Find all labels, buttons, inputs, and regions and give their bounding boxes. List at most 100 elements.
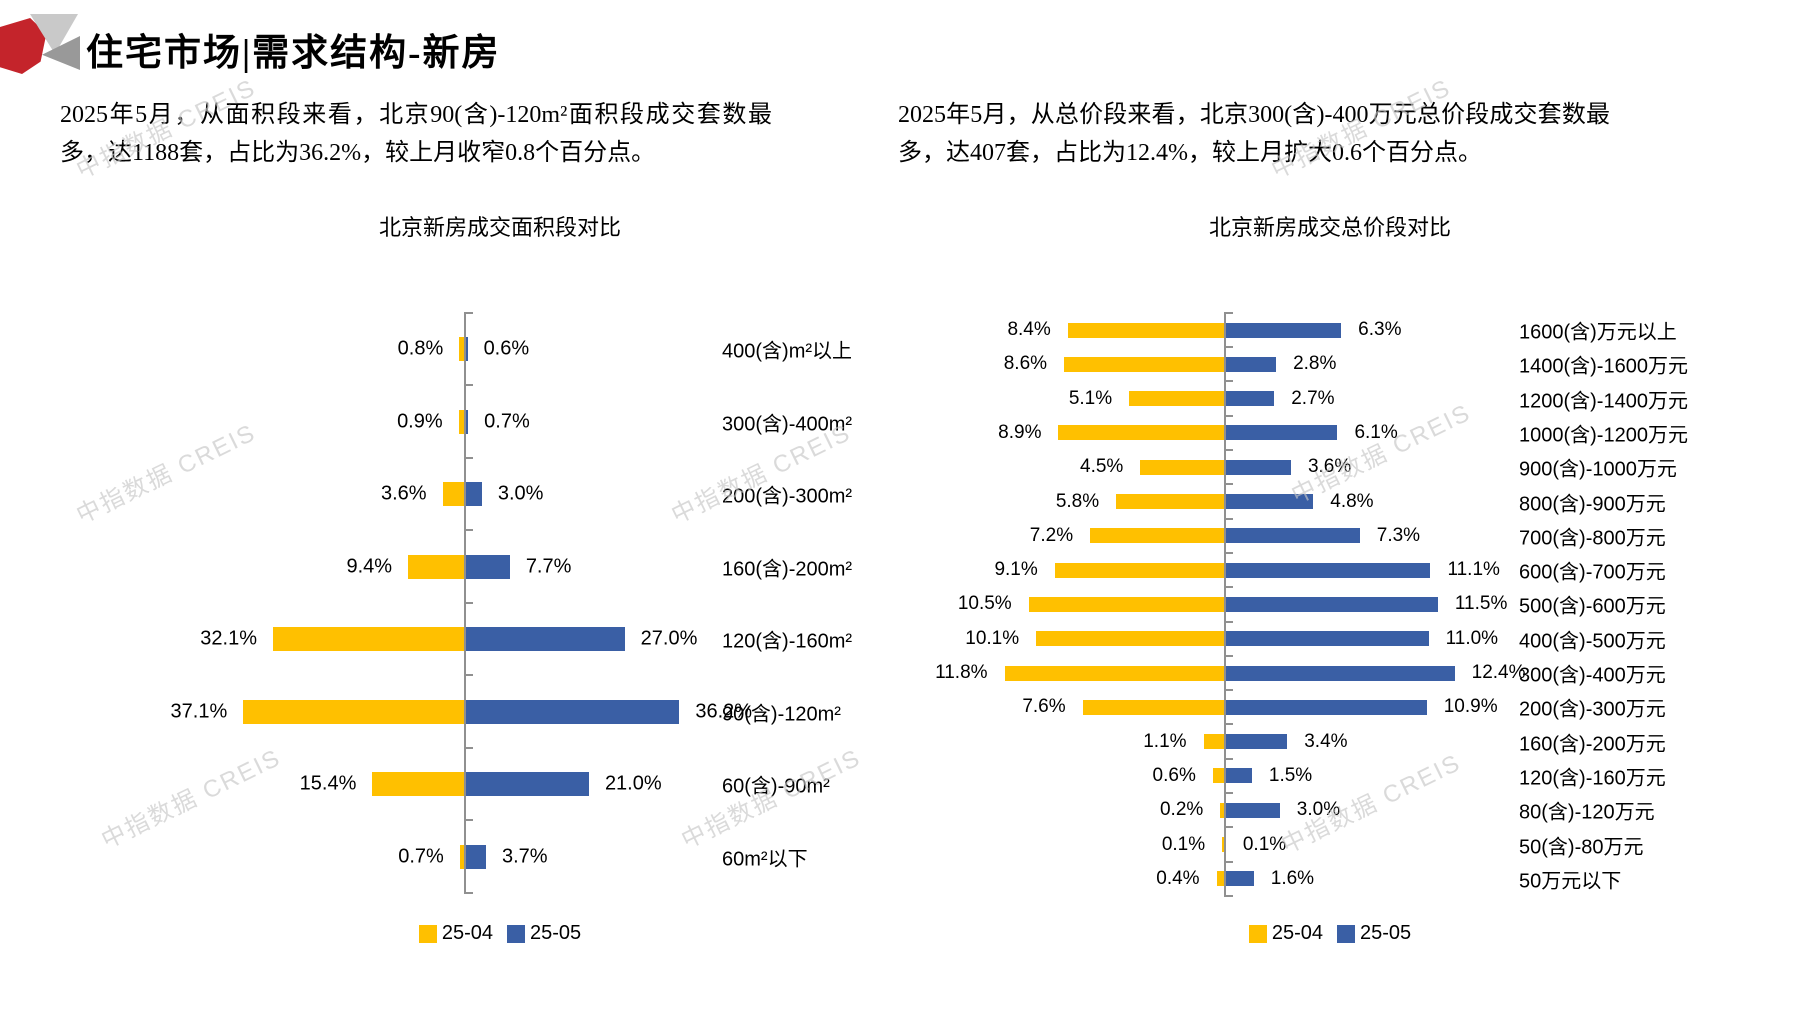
bar-25-04 bbox=[1090, 528, 1224, 544]
axis-tick bbox=[1224, 483, 1233, 486]
value-label-25-04: 11.8% bbox=[935, 662, 988, 683]
value-label-25-05: 10.9% bbox=[1443, 696, 1498, 718]
value-label-25-05: 11.0% bbox=[1445, 627, 1499, 649]
axis-tick bbox=[464, 891, 473, 894]
category-label: 1200(含)-1400万元 bbox=[1519, 390, 1688, 413]
bar-25-05 bbox=[1224, 871, 1254, 887]
legend-label-25-05: 25-05 bbox=[1360, 922, 1412, 944]
value-label-25-04: 8.9% bbox=[998, 421, 1042, 443]
legend-label-25-04: 25-04 bbox=[1271, 922, 1323, 944]
category-label: 300(含)-400m² bbox=[722, 413, 853, 435]
value-label-25-04: 0.6% bbox=[1152, 764, 1196, 786]
value-label-25-05: 27.0% bbox=[640, 627, 698, 650]
value-label-25-04: 8.4% bbox=[1007, 319, 1051, 340]
value-label-25-04: 8.6% bbox=[1003, 353, 1048, 375]
bar-25-05 bbox=[1224, 528, 1360, 544]
value-label-25-04: 5.1% bbox=[1068, 387, 1113, 409]
bar-25-05 bbox=[1224, 596, 1438, 612]
value-label-25-04: 0.9% bbox=[397, 410, 443, 432]
bar-25-04 bbox=[1054, 562, 1224, 578]
category-label: 800(含)-900万元 bbox=[1519, 493, 1666, 515]
value-label-25-04: 15.4% bbox=[299, 772, 357, 795]
value-label-25-05: 4.8% bbox=[1330, 490, 1374, 512]
bar-25-04 bbox=[1140, 459, 1224, 475]
bar-25-05 bbox=[1224, 768, 1252, 784]
bar-25-05 bbox=[1224, 459, 1291, 475]
price-segment-chart: 8.4% 6.3% 1600(含)万元以上 8.6% 2.8% 1400(含)-1600万… bbox=[900, 280, 1780, 940]
axis-tick bbox=[1224, 860, 1233, 863]
category-label: 300(含)-400万元 bbox=[1519, 664, 1666, 687]
bar-25-04 bbox=[1129, 391, 1224, 407]
legend-item-25-05: 25-05 bbox=[1337, 922, 1411, 945]
bar-25-04 bbox=[459, 844, 464, 869]
value-label-25-04: 7.6% bbox=[1022, 696, 1066, 718]
value-label-25-05: 2.7% bbox=[1291, 387, 1335, 409]
value-label-25-04: 7.2% bbox=[1029, 524, 1074, 546]
value-label-25-05: 0.6% bbox=[483, 337, 530, 360]
legend-swatch-25-04 bbox=[418, 924, 437, 943]
axis-tick bbox=[464, 674, 473, 677]
value-label-25-04: 10.5% bbox=[957, 593, 1012, 615]
category-label: 1000(含)-1200万元 bbox=[1519, 424, 1688, 447]
legend-swatch-25-05 bbox=[507, 924, 525, 943]
category-label: 400(含)-500万元 bbox=[1519, 630, 1666, 653]
intro-text-price-segment: 2025年5月，从总价段来看，北京300(含)-400万元总价段成交套数最多，达… bbox=[898, 102, 1610, 166]
value-label-25-04: 0.2% bbox=[1159, 799, 1204, 821]
category-label: 120(含)-160万元 bbox=[1519, 767, 1666, 790]
axis-tick bbox=[464, 746, 473, 749]
value-label-25-05: 2.8% bbox=[1293, 353, 1337, 375]
axis-line bbox=[1224, 312, 1226, 896]
bar-25-04 bbox=[1028, 596, 1224, 612]
value-label-25-05: 36.2% bbox=[695, 700, 753, 722]
axis-tick bbox=[1224, 449, 1233, 452]
axis-tick bbox=[464, 456, 473, 459]
value-label-25-05: 11.5% bbox=[1454, 593, 1508, 615]
bar-25-04 bbox=[1036, 631, 1224, 647]
value-label-25-04: 5.8% bbox=[1055, 490, 1100, 512]
category-label: 120(含)-160m² bbox=[722, 630, 853, 653]
legend-swatch-25-04 bbox=[1248, 924, 1267, 943]
axis-tick bbox=[464, 601, 473, 604]
bar-25-04 bbox=[1067, 322, 1224, 338]
bar-25-05 bbox=[1224, 631, 1429, 647]
value-label-25-05: 21.0% bbox=[604, 772, 662, 795]
category-label: 160(含)-200m² bbox=[722, 558, 853, 580]
axis-tick bbox=[1224, 689, 1233, 692]
value-label-25-05: 1.5% bbox=[1268, 764, 1313, 786]
bar-25-05 bbox=[1224, 425, 1338, 441]
value-label-25-05: 1.6% bbox=[1270, 867, 1315, 889]
axis-tick bbox=[1224, 826, 1233, 829]
intro-text-area-segment: 2025年5月，从面积段来看，北京90(含)-120m²面积段成交套数最多，达1… bbox=[60, 102, 772, 166]
category-label: 80(含)-120万元 bbox=[1519, 801, 1655, 824]
bar-25-04 bbox=[372, 772, 464, 796]
value-label-25-05: 12.4% bbox=[1471, 662, 1526, 683]
value-label-25-04: 1.1% bbox=[1143, 730, 1187, 752]
creis-logo bbox=[0, 14, 80, 74]
value-label-25-05: 3.0% bbox=[497, 482, 544, 505]
bar-25-05 bbox=[464, 554, 510, 579]
legend-label-25-05: 25-05 bbox=[530, 922, 582, 944]
bar-25-05 bbox=[1224, 665, 1455, 681]
bar-25-05 bbox=[464, 844, 486, 869]
value-label-25-04: 32.1% bbox=[200, 627, 258, 650]
value-label-25-05: 6.1% bbox=[1354, 421, 1398, 443]
legend-item-25-05: 25-05 bbox=[507, 922, 581, 945]
axis-tick bbox=[1224, 517, 1233, 520]
bar-25-04 bbox=[1064, 356, 1224, 372]
axis-tick bbox=[1224, 654, 1233, 657]
category-label: 400(含)m²以上 bbox=[722, 340, 853, 363]
value-label-25-05: 7.7% bbox=[525, 555, 572, 577]
category-label: 60m²以下 bbox=[722, 848, 808, 870]
bar-25-05 bbox=[464, 772, 589, 796]
value-label-25-04: 37.1% bbox=[170, 700, 228, 722]
axis-tick bbox=[1224, 414, 1233, 417]
bar-25-04 bbox=[273, 627, 464, 651]
legend-label-25-04: 25-04 bbox=[441, 922, 493, 944]
bar-25-04 bbox=[459, 337, 464, 361]
bar-25-04 bbox=[1216, 871, 1224, 887]
legend-item-25-04: 25-04 bbox=[1248, 922, 1323, 945]
legend-price-chart: 25-04 25-05 bbox=[900, 922, 1760, 945]
bar-25-04 bbox=[1212, 768, 1224, 784]
axis-tick bbox=[1224, 723, 1233, 726]
axis-tick bbox=[1224, 586, 1233, 589]
